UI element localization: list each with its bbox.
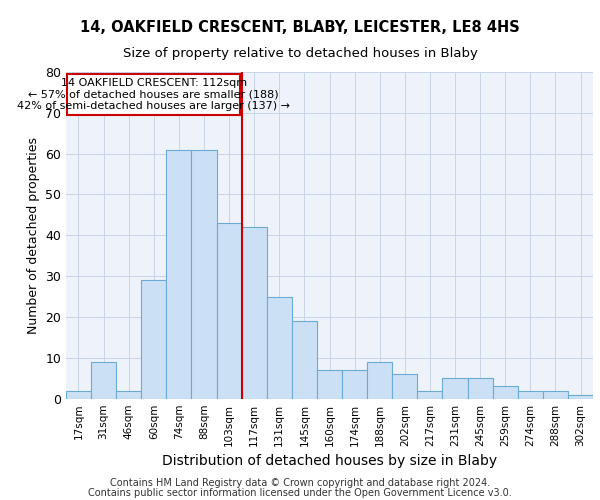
Text: Contains public sector information licensed under the Open Government Licence v3: Contains public sector information licen… [88,488,512,498]
Text: Contains HM Land Registry data © Crown copyright and database right 2024.: Contains HM Land Registry data © Crown c… [110,478,490,488]
Bar [543,390,568,398]
Bar [166,150,191,398]
Bar [116,390,141,398]
Text: Size of property relative to detached houses in Blaby: Size of property relative to detached ho… [122,48,478,60]
Bar [292,321,317,398]
Bar [418,390,442,398]
Bar [493,386,518,398]
Bar [467,378,493,398]
Bar [342,370,367,398]
Bar [91,362,116,399]
Text: 14, OAKFIELD CRESCENT, BLABY, LEICESTER, LE8 4HS: 14, OAKFIELD CRESCENT, BLABY, LEICESTER,… [80,20,520,35]
Text: 14 OAKFIELD CRESCENT: 112sqm: 14 OAKFIELD CRESCENT: 112sqm [61,78,247,88]
Bar [367,362,392,399]
X-axis label: Distribution of detached houses by size in Blaby: Distribution of detached houses by size … [162,454,497,468]
Bar [568,394,593,398]
Bar [442,378,467,398]
Text: ← 57% of detached houses are smaller (188): ← 57% of detached houses are smaller (18… [28,90,279,100]
Bar [66,390,91,398]
Bar [518,390,543,398]
Bar [267,296,292,398]
Bar [141,280,166,398]
Bar [217,223,242,398]
Y-axis label: Number of detached properties: Number of detached properties [26,137,40,334]
Bar [242,227,267,398]
Bar [317,370,342,398]
FancyBboxPatch shape [67,74,241,115]
Bar [191,150,217,398]
Bar [392,374,418,398]
Text: 42% of semi-detached houses are larger (137) →: 42% of semi-detached houses are larger (… [17,101,290,111]
